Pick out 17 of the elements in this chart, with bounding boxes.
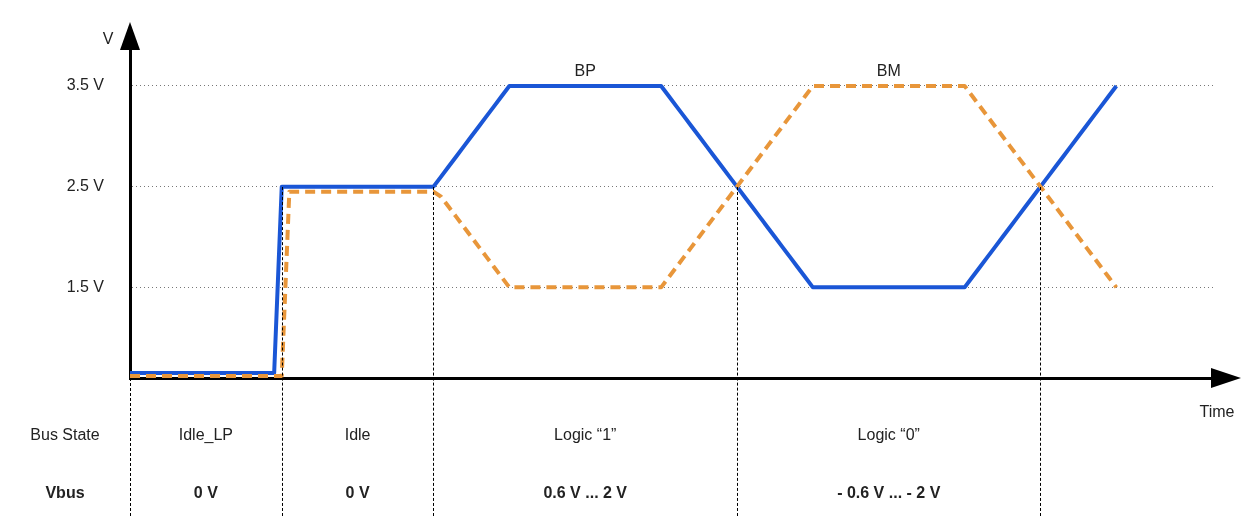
x-axis-title: Time [1199, 403, 1235, 421]
text: Vbus [45, 484, 85, 502]
text: Bus State [30, 426, 100, 444]
text: Logic “0” [857, 426, 920, 444]
text: Idle_LP [178, 426, 233, 444]
text: Logic “1” [554, 426, 617, 444]
text: Idle [344, 426, 371, 444]
y-tick-label: 1.5 V [66, 277, 105, 295]
y-axis-title: V [102, 29, 114, 48]
text: 0.6 V ... 2 V [543, 484, 628, 502]
series-label: BP [574, 62, 596, 80]
y-tick-label: 3.5 V [66, 76, 105, 94]
text: - 0.6 V ... - 2 V [837, 484, 941, 502]
text: 0 V [345, 484, 370, 502]
series-label: BM [876, 62, 901, 80]
y-tick-label: 2.5 V [66, 177, 105, 195]
text: 0 V [193, 484, 218, 502]
